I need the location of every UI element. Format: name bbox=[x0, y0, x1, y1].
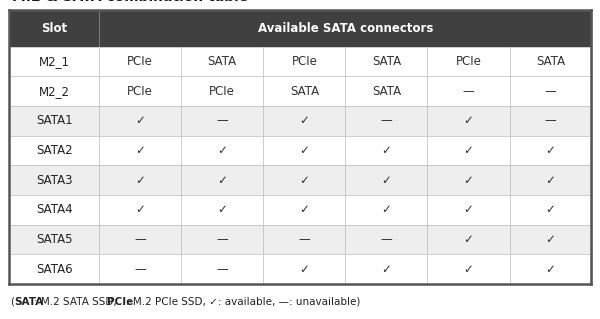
Text: SATA: SATA bbox=[372, 55, 401, 68]
Text: ✓: ✓ bbox=[217, 174, 227, 187]
Text: ✓: ✓ bbox=[545, 174, 556, 187]
Text: ✓: ✓ bbox=[464, 233, 473, 246]
Text: ✓: ✓ bbox=[299, 144, 310, 157]
Text: SATA: SATA bbox=[15, 297, 44, 307]
Text: ✓: ✓ bbox=[299, 114, 310, 127]
Text: SATA2: SATA2 bbox=[36, 144, 73, 157]
Text: ✓: ✓ bbox=[299, 203, 310, 216]
Text: ✓: ✓ bbox=[464, 203, 473, 216]
Text: SATA5: SATA5 bbox=[36, 233, 73, 246]
Text: ✓: ✓ bbox=[464, 144, 473, 157]
Text: ✓: ✓ bbox=[299, 263, 310, 276]
Text: SATA: SATA bbox=[208, 55, 237, 68]
Text: SATA: SATA bbox=[290, 85, 319, 98]
Text: SATA: SATA bbox=[536, 55, 565, 68]
Text: Available SATA connectors: Available SATA connectors bbox=[258, 22, 433, 35]
Text: M.2 & SATA combination table: M.2 & SATA combination table bbox=[12, 0, 248, 4]
Text: ✓: ✓ bbox=[136, 174, 145, 187]
Text: —: — bbox=[463, 85, 475, 98]
Text: ✓: ✓ bbox=[464, 174, 473, 187]
Text: ✓: ✓ bbox=[545, 203, 556, 216]
Text: —: — bbox=[217, 114, 228, 127]
Text: —: — bbox=[298, 233, 310, 246]
Text: ✓: ✓ bbox=[545, 144, 556, 157]
Text: —: — bbox=[134, 233, 146, 246]
Text: Slot: Slot bbox=[41, 22, 67, 35]
Text: M2_2: M2_2 bbox=[38, 85, 70, 98]
Text: ✓: ✓ bbox=[382, 174, 391, 187]
Text: ✓: ✓ bbox=[217, 203, 227, 216]
Text: SATA3: SATA3 bbox=[36, 174, 73, 187]
Text: : M.2 SATA SSD,: : M.2 SATA SSD, bbox=[35, 297, 121, 307]
Text: ✓: ✓ bbox=[382, 144, 391, 157]
Text: ✓: ✓ bbox=[217, 144, 227, 157]
Text: ✓: ✓ bbox=[299, 174, 310, 187]
Text: ✓: ✓ bbox=[136, 144, 145, 157]
Text: SATA: SATA bbox=[372, 85, 401, 98]
Text: PCIe: PCIe bbox=[107, 297, 133, 307]
Text: (: ( bbox=[10, 297, 14, 307]
Text: ✓: ✓ bbox=[382, 203, 391, 216]
Text: ✓: ✓ bbox=[382, 263, 391, 276]
Text: PCIe: PCIe bbox=[127, 55, 153, 68]
Text: ✓: ✓ bbox=[136, 114, 145, 127]
Text: SATA1: SATA1 bbox=[36, 114, 73, 127]
Text: ✓: ✓ bbox=[464, 263, 473, 276]
Text: PCIe: PCIe bbox=[455, 55, 481, 68]
Text: —: — bbox=[217, 263, 228, 276]
Text: —: — bbox=[545, 114, 556, 127]
Text: PCIe: PCIe bbox=[209, 85, 235, 98]
Text: —: — bbox=[134, 263, 146, 276]
Text: —: — bbox=[545, 85, 556, 98]
Text: PCIe: PCIe bbox=[127, 85, 153, 98]
Text: —: — bbox=[380, 114, 392, 127]
Text: M2_1: M2_1 bbox=[38, 55, 70, 68]
Text: PCIe: PCIe bbox=[292, 55, 317, 68]
Text: : M.2 PCIe SSD, ✓: available, —: unavailable): : M.2 PCIe SSD, ✓: available, —: unavail… bbox=[127, 297, 361, 307]
Text: ✓: ✓ bbox=[545, 233, 556, 246]
Text: —: — bbox=[380, 233, 392, 246]
Text: ✓: ✓ bbox=[545, 263, 556, 276]
Text: SATA6: SATA6 bbox=[36, 263, 73, 276]
Text: ✓: ✓ bbox=[136, 203, 145, 216]
Text: ✓: ✓ bbox=[464, 114, 473, 127]
Text: SATA4: SATA4 bbox=[36, 203, 73, 216]
Text: —: — bbox=[217, 233, 228, 246]
